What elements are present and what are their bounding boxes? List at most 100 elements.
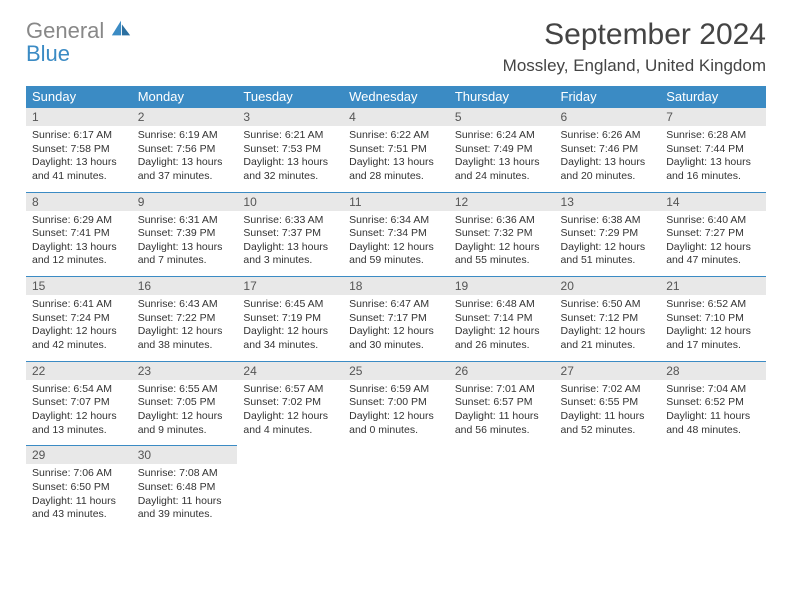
day-body: Sunrise: 6:38 AMSunset: 7:29 PMDaylight:…	[555, 211, 661, 277]
calendar-cell: 30Sunrise: 7:08 AMSunset: 6:48 PMDayligh…	[132, 446, 238, 530]
day-body: Sunrise: 6:34 AMSunset: 7:34 PMDaylight:…	[343, 211, 449, 277]
day-number: 5	[449, 108, 555, 126]
weekday-header: Sunday	[26, 86, 132, 108]
calendar-cell: 1Sunrise: 6:17 AMSunset: 7:58 PMDaylight…	[26, 108, 132, 193]
sail-icon	[110, 18, 132, 38]
calendar-cell: 15Sunrise: 6:41 AMSunset: 7:24 PMDayligh…	[26, 277, 132, 362]
day-number: 12	[449, 193, 555, 211]
day-body: Sunrise: 6:28 AMSunset: 7:44 PMDaylight:…	[660, 126, 766, 192]
day-number: 27	[555, 362, 661, 380]
day-number: 30	[132, 446, 238, 464]
calendar-cell: 21Sunrise: 6:52 AMSunset: 7:10 PMDayligh…	[660, 277, 766, 362]
day-number: 17	[237, 277, 343, 295]
weekday-header: Wednesday	[343, 86, 449, 108]
calendar-cell: 9Sunrise: 6:31 AMSunset: 7:39 PMDaylight…	[132, 192, 238, 277]
logo-line1: General	[26, 18, 104, 43]
location: Mossley, England, United Kingdom	[503, 56, 766, 76]
calendar-body: 1Sunrise: 6:17 AMSunset: 7:58 PMDaylight…	[26, 108, 766, 530]
day-body: Sunrise: 6:45 AMSunset: 7:19 PMDaylight:…	[237, 295, 343, 361]
logo: General Blue	[26, 18, 132, 65]
day-body: Sunrise: 6:26 AMSunset: 7:46 PMDaylight:…	[555, 126, 661, 192]
day-body: Sunrise: 6:41 AMSunset: 7:24 PMDaylight:…	[26, 295, 132, 361]
calendar-cell: 10Sunrise: 6:33 AMSunset: 7:37 PMDayligh…	[237, 192, 343, 277]
title-block: September 2024 Mossley, England, United …	[503, 18, 766, 76]
day-number: 4	[343, 108, 449, 126]
calendar-cell: 26Sunrise: 7:01 AMSunset: 6:57 PMDayligh…	[449, 361, 555, 446]
day-number: 13	[555, 193, 661, 211]
calendar-cell: 16Sunrise: 6:43 AMSunset: 7:22 PMDayligh…	[132, 277, 238, 362]
calendar-cell: 22Sunrise: 6:54 AMSunset: 7:07 PMDayligh…	[26, 361, 132, 446]
day-number: 14	[660, 193, 766, 211]
day-body: Sunrise: 6:22 AMSunset: 7:51 PMDaylight:…	[343, 126, 449, 192]
calendar-cell: 27Sunrise: 7:02 AMSunset: 6:55 PMDayligh…	[555, 361, 661, 446]
calendar-cell: 25Sunrise: 6:59 AMSunset: 7:00 PMDayligh…	[343, 361, 449, 446]
day-number: 2	[132, 108, 238, 126]
day-number: 3	[237, 108, 343, 126]
calendar: SundayMondayTuesdayWednesdayThursdayFrid…	[26, 86, 766, 530]
day-body: Sunrise: 6:52 AMSunset: 7:10 PMDaylight:…	[660, 295, 766, 361]
calendar-cell: 28Sunrise: 7:04 AMSunset: 6:52 PMDayligh…	[660, 361, 766, 446]
day-number: 25	[343, 362, 449, 380]
day-body: Sunrise: 6:24 AMSunset: 7:49 PMDaylight:…	[449, 126, 555, 192]
calendar-cell: 17Sunrise: 6:45 AMSunset: 7:19 PMDayligh…	[237, 277, 343, 362]
weekday-header: Saturday	[660, 86, 766, 108]
day-body: Sunrise: 7:06 AMSunset: 6:50 PMDaylight:…	[26, 464, 132, 530]
weekday-header: Tuesday	[237, 86, 343, 108]
day-number: 1	[26, 108, 132, 126]
calendar-cell: 8Sunrise: 6:29 AMSunset: 7:41 PMDaylight…	[26, 192, 132, 277]
day-number: 9	[132, 193, 238, 211]
day-body: Sunrise: 6:31 AMSunset: 7:39 PMDaylight:…	[132, 211, 238, 277]
day-body: Sunrise: 6:47 AMSunset: 7:17 PMDaylight:…	[343, 295, 449, 361]
weekday-header: Friday	[555, 86, 661, 108]
day-number: 16	[132, 277, 238, 295]
calendar-cell	[449, 446, 555, 530]
day-body: Sunrise: 7:01 AMSunset: 6:57 PMDaylight:…	[449, 380, 555, 446]
calendar-cell: 29Sunrise: 7:06 AMSunset: 6:50 PMDayligh…	[26, 446, 132, 530]
day-number: 29	[26, 446, 132, 464]
calendar-cell	[343, 446, 449, 530]
day-body: Sunrise: 7:02 AMSunset: 6:55 PMDaylight:…	[555, 380, 661, 446]
day-number: 19	[449, 277, 555, 295]
day-body: Sunrise: 6:21 AMSunset: 7:53 PMDaylight:…	[237, 126, 343, 192]
calendar-cell: 13Sunrise: 6:38 AMSunset: 7:29 PMDayligh…	[555, 192, 661, 277]
day-body: Sunrise: 6:54 AMSunset: 7:07 PMDaylight:…	[26, 380, 132, 446]
day-number: 6	[555, 108, 661, 126]
day-body: Sunrise: 6:59 AMSunset: 7:00 PMDaylight:…	[343, 380, 449, 446]
day-number: 15	[26, 277, 132, 295]
calendar-cell: 20Sunrise: 6:50 AMSunset: 7:12 PMDayligh…	[555, 277, 661, 362]
calendar-cell: 14Sunrise: 6:40 AMSunset: 7:27 PMDayligh…	[660, 192, 766, 277]
day-body: Sunrise: 7:08 AMSunset: 6:48 PMDaylight:…	[132, 464, 238, 530]
weekday-header: Thursday	[449, 86, 555, 108]
day-body: Sunrise: 6:55 AMSunset: 7:05 PMDaylight:…	[132, 380, 238, 446]
logo-text: General Blue	[26, 18, 132, 65]
calendar-cell: 4Sunrise: 6:22 AMSunset: 7:51 PMDaylight…	[343, 108, 449, 193]
calendar-cell: 6Sunrise: 6:26 AMSunset: 7:46 PMDaylight…	[555, 108, 661, 193]
calendar-cell: 12Sunrise: 6:36 AMSunset: 7:32 PMDayligh…	[449, 192, 555, 277]
day-body: Sunrise: 6:48 AMSunset: 7:14 PMDaylight:…	[449, 295, 555, 361]
day-body: Sunrise: 6:17 AMSunset: 7:58 PMDaylight:…	[26, 126, 132, 192]
day-number: 21	[660, 277, 766, 295]
day-body: Sunrise: 6:36 AMSunset: 7:32 PMDaylight:…	[449, 211, 555, 277]
calendar-cell	[237, 446, 343, 530]
calendar-cell: 19Sunrise: 6:48 AMSunset: 7:14 PMDayligh…	[449, 277, 555, 362]
calendar-cell: 11Sunrise: 6:34 AMSunset: 7:34 PMDayligh…	[343, 192, 449, 277]
calendar-cell: 24Sunrise: 6:57 AMSunset: 7:02 PMDayligh…	[237, 361, 343, 446]
calendar-cell: 7Sunrise: 6:28 AMSunset: 7:44 PMDaylight…	[660, 108, 766, 193]
logo-line2: Blue	[26, 41, 70, 66]
day-body: Sunrise: 6:43 AMSunset: 7:22 PMDaylight:…	[132, 295, 238, 361]
day-body: Sunrise: 6:50 AMSunset: 7:12 PMDaylight:…	[555, 295, 661, 361]
day-number: 8	[26, 193, 132, 211]
day-body: Sunrise: 6:29 AMSunset: 7:41 PMDaylight:…	[26, 211, 132, 277]
calendar-cell: 23Sunrise: 6:55 AMSunset: 7:05 PMDayligh…	[132, 361, 238, 446]
day-number: 24	[237, 362, 343, 380]
day-number: 7	[660, 108, 766, 126]
day-number: 28	[660, 362, 766, 380]
day-body: Sunrise: 6:57 AMSunset: 7:02 PMDaylight:…	[237, 380, 343, 446]
day-number: 18	[343, 277, 449, 295]
day-number: 20	[555, 277, 661, 295]
day-number: 11	[343, 193, 449, 211]
calendar-cell: 5Sunrise: 6:24 AMSunset: 7:49 PMDaylight…	[449, 108, 555, 193]
day-body: Sunrise: 6:19 AMSunset: 7:56 PMDaylight:…	[132, 126, 238, 192]
day-number: 26	[449, 362, 555, 380]
day-body: Sunrise: 6:33 AMSunset: 7:37 PMDaylight:…	[237, 211, 343, 277]
